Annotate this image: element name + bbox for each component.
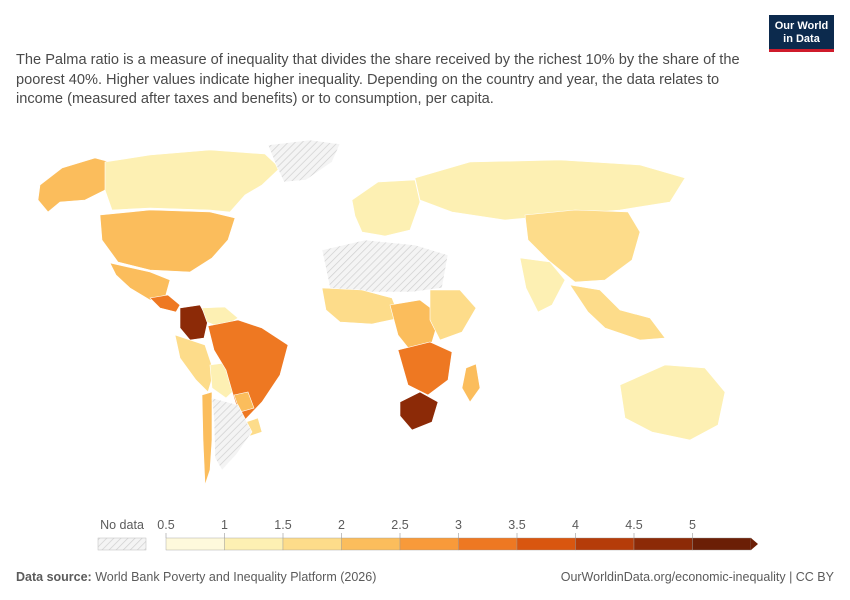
legend-bin[interactable] [165, 537, 225, 551]
legend-tick-label: 2.5 [391, 518, 408, 532]
legend-bin[interactable] [341, 537, 401, 551]
country-southern-africa[interactable] [397, 341, 453, 396]
country-western-europe[interactable] [351, 179, 421, 237]
owid-logo[interactable]: Our World in Data [769, 15, 834, 52]
country-madagascar[interactable] [461, 363, 481, 403]
logo-line-1: Our World [774, 20, 829, 32]
country-ecuador-peru[interactable] [174, 334, 215, 393]
color-legend: No data 0.5 1 1.5 2 2.5 3 3.5 4 4.5 5 [97, 518, 758, 551]
legend-bin[interactable] [692, 537, 752, 551]
legend-no-data-label: No data [100, 518, 144, 532]
country-south-africa[interactable] [399, 391, 439, 431]
legend-bin[interactable] [516, 537, 576, 551]
logo-line-2: in Data [783, 33, 820, 45]
world-map[interactable] [0, 140, 850, 510]
country-southeast-asia[interactable] [569, 284, 666, 341]
legend-no-data-swatch [97, 537, 147, 551]
country-central-america[interactable] [149, 294, 181, 313]
country-alaska[interactable] [37, 157, 111, 213]
country-australia[interactable] [619, 364, 726, 441]
country-greenland[interactable] [267, 140, 341, 183]
country-india[interactable] [519, 257, 566, 313]
legend-tick-label: 0.5 [157, 518, 174, 532]
legend-tick-label: 1 [221, 518, 228, 532]
chart-subtitle: The Palma ratio is a measure of inequali… [16, 52, 740, 108]
legend-bin[interactable] [458, 537, 518, 551]
country-west-africa[interactable] [321, 287, 401, 325]
legend-bin[interactable] [282, 537, 342, 551]
legend-arrow [751, 538, 758, 550]
legend-bin[interactable] [633, 537, 693, 551]
legend-tick-label: 3 [455, 518, 462, 532]
country-north-africa[interactable] [321, 239, 449, 293]
country-central-africa[interactable] [389, 299, 441, 351]
country-brazil[interactable] [207, 319, 289, 424]
legend-bin[interactable] [399, 537, 459, 551]
country-china[interactable] [524, 209, 641, 283]
legend-tick-label: 5 [689, 518, 696, 532]
legend-tick-label: 3.5 [508, 518, 525, 532]
data-source-label: Data source: [16, 570, 92, 584]
country-usa[interactable] [99, 209, 236, 273]
country-east-africa[interactable] [429, 289, 477, 341]
country-colombia[interactable] [179, 304, 209, 341]
country-chile[interactable] [201, 391, 213, 486]
legend-tick-label: 2 [338, 518, 345, 532]
legend-tick-label: 4.5 [625, 518, 642, 532]
country-argentina[interactable] [211, 397, 253, 471]
legend-bin[interactable] [224, 537, 284, 551]
legend-tick-label: 1.5 [274, 518, 291, 532]
source-link[interactable]: OurWorldinData.org/economic-inequality |… [560, 570, 834, 584]
country-canada[interactable] [104, 149, 281, 213]
data-source-text: World Bank Poverty and Inequality Platfo… [91, 570, 377, 584]
legend-bin[interactable] [575, 537, 635, 551]
footer: Data source: World Bank Poverty and Ineq… [16, 570, 834, 584]
legend-tick-label: 4 [572, 518, 579, 532]
country-russia[interactable] [414, 159, 686, 221]
